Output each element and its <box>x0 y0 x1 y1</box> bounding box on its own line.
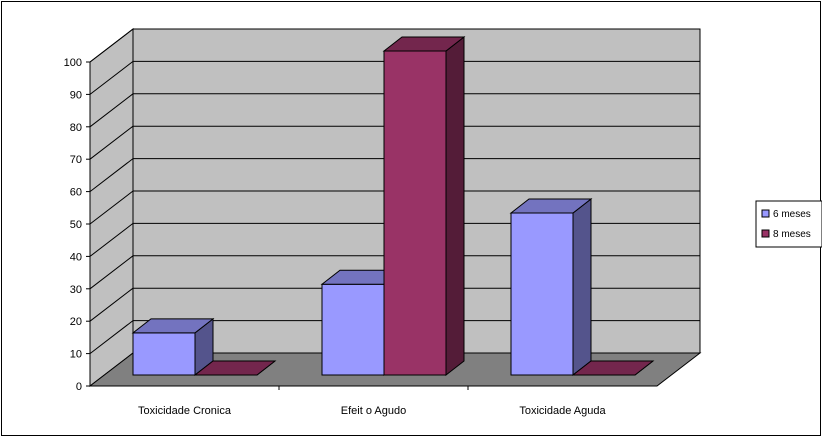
y-tick-label: 20 <box>70 316 82 328</box>
y-tick-label: 60 <box>70 187 82 199</box>
x-tick-label: Toxicidade Aguda <box>519 405 606 417</box>
chart-frame: 0 10 20 30 40 50 60 70 80 90 100 Toxicidade Cronica… <box>1 1 821 436</box>
bar-side <box>446 37 464 375</box>
legend-label: 8 meses <box>773 229 811 240</box>
y-tick-label: 80 <box>70 122 82 134</box>
x-tick-label: Toxicidade Cronica <box>138 405 232 417</box>
bar-6-meses <box>511 213 573 375</box>
y-tick-label: 100 <box>64 57 82 69</box>
bar-chart: 0 10 20 30 40 50 60 70 80 90 100 Toxicidade Cronica… <box>2 2 822 437</box>
y-tick-label: 0 <box>76 381 82 393</box>
y-tick-label: 50 <box>70 219 82 231</box>
legend-label: 6 meses <box>773 209 811 220</box>
bar-side <box>573 199 591 375</box>
y-tick-label: 40 <box>70 251 82 263</box>
y-tick-label: 10 <box>70 349 82 361</box>
y-tick-label: 30 <box>70 284 82 296</box>
legend-box <box>756 201 822 247</box>
x-tick-label: Efeit o Agudo <box>341 405 406 417</box>
chart-legend: 6 meses 8 meses <box>756 201 822 247</box>
y-tick-label: 90 <box>70 89 82 101</box>
y-tick-label: 70 <box>70 154 82 166</box>
bar-6-meses <box>322 284 384 375</box>
legend-swatch <box>762 230 769 237</box>
legend-swatch <box>762 210 769 217</box>
bar-8-meses <box>384 51 446 375</box>
bar-6-meses <box>133 333 195 375</box>
